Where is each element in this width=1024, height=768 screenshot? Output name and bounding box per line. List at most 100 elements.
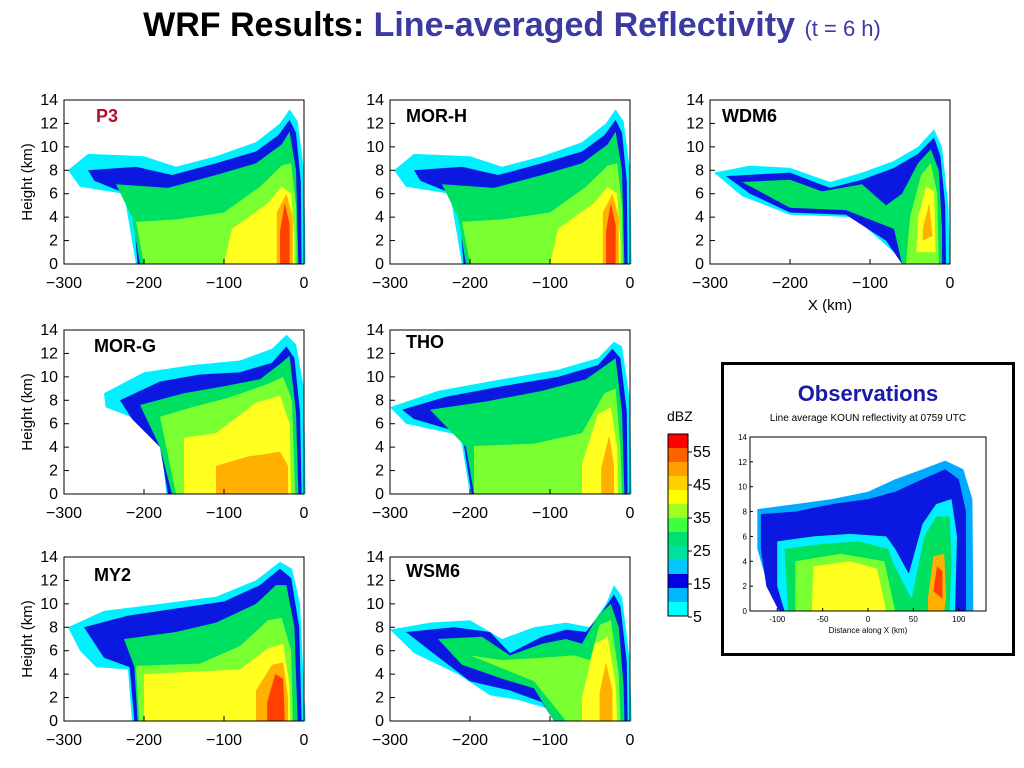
colorbar-tick-label: 25 <box>693 543 711 560</box>
y-tick-label: 12 <box>366 572 384 589</box>
x-tick-label: −300 <box>692 275 728 292</box>
panel-mor-g: 0 2 4 6 8 10 12 14 −300 −200 −100 0 Height (km) MOR-G <box>14 318 344 528</box>
colorbar-level <box>668 574 688 588</box>
colorbar-level <box>668 476 688 490</box>
y-tick-label: 10 <box>366 596 384 613</box>
y-tick-label: 4 <box>695 209 704 226</box>
reflectivity-contour-2 <box>742 149 942 264</box>
reflectivity-contour-6 <box>606 203 616 264</box>
y-tick-label: 8 <box>375 162 384 179</box>
y-tick-label: 12 <box>40 115 58 132</box>
y-tick-label: 6 <box>375 643 384 660</box>
x-tick-label: 0 <box>626 275 635 292</box>
plot-frame <box>389 99 631 265</box>
panel-wdm6: 0 2 4 6 8 10 12 14 −300 −200 −100 0 X (km) WDM6 <box>660 88 990 320</box>
colorbar-scale: 55 45 35 25 15 5 <box>667 433 711 626</box>
y-tick-label: 14 <box>366 549 384 566</box>
plot-frame <box>709 99 951 265</box>
y-axis-title: Height (km) <box>19 600 36 678</box>
colorbar-tick-label: 15 <box>693 576 711 593</box>
y-tick-label: 4 <box>49 666 58 683</box>
x-tick-label: 0 <box>946 275 955 292</box>
y-tick-label: 10 <box>40 369 58 386</box>
y-tick-label: 2 <box>375 233 384 250</box>
panel-svg: 0 2 4 6 8 10 12 14 −300 −200 −100 0 <box>366 92 635 292</box>
y-tick-label: 10 <box>686 139 704 156</box>
plot-frame <box>63 99 305 265</box>
y-tick-label: 12 <box>366 115 384 132</box>
colorbar-level <box>668 434 688 448</box>
y-tick-label: 12 <box>40 572 58 589</box>
plot-frame <box>63 556 305 722</box>
x-tick-label: −200 <box>452 275 488 292</box>
x-tick-label: −200 <box>126 732 162 749</box>
x-tick-label: −300 <box>46 732 82 749</box>
obs-y-tick-label: 8 <box>743 508 748 517</box>
reflectivity-contour-6 <box>280 203 290 264</box>
y-tick-label: 14 <box>40 549 58 566</box>
y-tick-label: 6 <box>49 186 58 203</box>
obs-y-tick-label: 4 <box>743 557 748 566</box>
slide-title: WRF Results: Line-averaged Reflectivity … <box>0 6 1024 45</box>
y-tick-label: 2 <box>695 233 704 250</box>
y-tick-label: 2 <box>49 233 58 250</box>
y-tick-label: 0 <box>375 256 384 273</box>
y-tick-label: 8 <box>375 619 384 636</box>
obs-x-axis-title: Distance along X (km) <box>829 626 908 635</box>
obs-y-tick-label: 10 <box>738 483 747 492</box>
y-tick-label: 10 <box>366 139 384 156</box>
y-tick-label: 2 <box>375 690 384 707</box>
panel-label: MOR-H <box>406 106 467 126</box>
y-tick-label: 0 <box>695 256 704 273</box>
reflectivity-contour-4 <box>144 643 291 721</box>
panel-label: P3 <box>96 106 119 126</box>
x-tick-label: −200 <box>126 275 162 292</box>
x-tick-label: −300 <box>46 275 82 292</box>
y-tick-label: 8 <box>49 392 58 409</box>
reflectivity-contour-5 <box>216 451 288 494</box>
x-tick-label: 0 <box>300 275 309 292</box>
x-tick-label: −200 <box>772 275 808 292</box>
y-tick-label: 6 <box>49 416 58 433</box>
obs-y-tick-label: 0 <box>743 607 748 616</box>
x-tick-label: −100 <box>206 505 242 522</box>
obs-y-tick-label: 14 <box>738 433 747 442</box>
y-tick-label: 8 <box>695 162 704 179</box>
panel-label: MOR-G <box>94 336 156 356</box>
reflectivity-contour-6 <box>267 674 285 721</box>
x-tick-label: 0 <box>626 505 635 522</box>
y-tick-label: 4 <box>49 209 58 226</box>
panel-label: MY2 <box>94 565 132 585</box>
x-tick-label: −300 <box>372 732 408 749</box>
colorbar-level <box>668 546 688 560</box>
obs-x-tick-label: 50 <box>909 615 918 624</box>
y-axis-title: Height (km) <box>19 143 36 221</box>
y-tick-label: 4 <box>375 439 384 456</box>
colorbar-level <box>668 504 688 518</box>
y-tick-label: 0 <box>375 486 384 503</box>
obs-x-tick-label: 100 <box>952 615 966 624</box>
observations-plot: 0 2 4 6 8 10 12 14 -100 -50 0 50 100 Distance along X… <box>738 433 987 635</box>
colorbar-frame <box>667 433 689 617</box>
x-tick-label: 0 <box>626 732 635 749</box>
y-tick-label: 12 <box>686 115 704 132</box>
y-tick-label: 14 <box>366 322 384 339</box>
panel-wsm6: 0 2 4 6 8 10 12 14 −300 −200 −100 0 WSM6 <box>340 545 670 763</box>
y-tick-label: 14 <box>686 92 704 109</box>
colorbar-level <box>668 560 688 574</box>
obs-y-tick-label: 12 <box>738 458 747 467</box>
colorbar-tick-label: 45 <box>693 477 711 494</box>
panel-mor-h: 0 2 4 6 8 10 12 14 −300 −200 −100 0 MOR-H <box>340 88 670 313</box>
panel-tho: 0 2 4 6 8 10 12 14 −300 −200 −100 0 THO <box>340 318 670 528</box>
plot-frame <box>389 556 631 722</box>
obs-y-tick-label: 6 <box>743 532 748 541</box>
reflectivity-contour-5 <box>601 435 614 494</box>
observations-subtitle: Line average KOUN reflectivity at 0759 U… <box>769 413 967 424</box>
y-tick-label: 14 <box>40 322 58 339</box>
x-tick-label: −100 <box>206 275 242 292</box>
reflectivity-contour-5 <box>922 203 933 241</box>
y-tick-label: 0 <box>49 256 58 273</box>
y-tick-label: 0 <box>375 713 384 730</box>
panel-p3: 0 2 4 6 8 10 12 14 −300 −200 −100 0 Height (km) P3 <box>14 88 344 313</box>
x-tick-label: −300 <box>46 505 82 522</box>
